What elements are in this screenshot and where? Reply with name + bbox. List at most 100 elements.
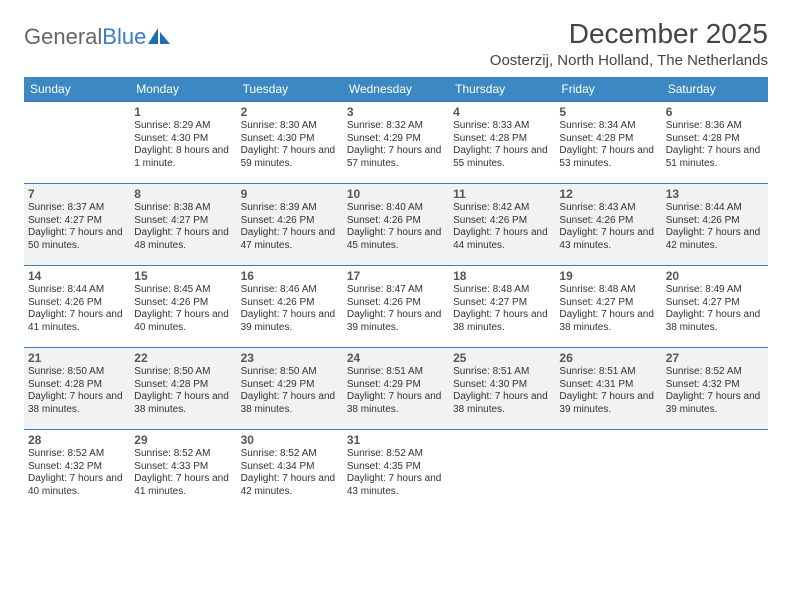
- day-cell: 1Sunrise: 8:29 AMSunset: 4:30 PMDaylight…: [130, 102, 236, 184]
- day-header-row: SundayMondayTuesdayWednesdayThursdayFrid…: [24, 77, 768, 102]
- week-row: 14Sunrise: 8:44 AMSunset: 4:26 PMDayligh…: [24, 266, 768, 348]
- day-number: 28: [28, 433, 126, 447]
- sunset-line: Sunset: 4:35 PM: [347, 461, 445, 474]
- sunrise-line: Sunrise: 8:44 AM: [28, 284, 126, 297]
- sunrise-line: Sunrise: 8:44 AM: [666, 202, 764, 215]
- day-info: Sunrise: 8:43 AMSunset: 4:26 PMDaylight:…: [559, 202, 657, 252]
- day-cell: 26Sunrise: 8:51 AMSunset: 4:31 PMDayligh…: [555, 348, 661, 430]
- day-cell: 14Sunrise: 8:44 AMSunset: 4:26 PMDayligh…: [24, 266, 130, 348]
- daylight-line: Daylight: 7 hours and 41 minutes.: [134, 473, 232, 498]
- day-number: 5: [559, 105, 657, 119]
- day-info: Sunrise: 8:48 AMSunset: 4:27 PMDaylight:…: [559, 284, 657, 334]
- sunrise-line: Sunrise: 8:52 AM: [666, 366, 764, 379]
- day-header: Sunday: [24, 77, 130, 102]
- day-info: Sunrise: 8:52 AMSunset: 4:32 PMDaylight:…: [28, 448, 126, 498]
- sunset-line: Sunset: 4:27 PM: [666, 297, 764, 310]
- day-number: 9: [241, 187, 339, 201]
- sunset-line: Sunset: 4:26 PM: [134, 297, 232, 310]
- day-info: Sunrise: 8:30 AMSunset: 4:30 PMDaylight:…: [241, 120, 339, 170]
- daylight-line: Daylight: 7 hours and 38 minutes.: [347, 391, 445, 416]
- sunrise-line: Sunrise: 8:50 AM: [241, 366, 339, 379]
- sunset-line: Sunset: 4:34 PM: [241, 461, 339, 474]
- sunrise-line: Sunrise: 8:33 AM: [453, 120, 551, 133]
- daylight-line: Daylight: 7 hours and 44 minutes.: [453, 227, 551, 252]
- day-number: 14: [28, 269, 126, 283]
- day-cell: 23Sunrise: 8:50 AMSunset: 4:29 PMDayligh…: [237, 348, 343, 430]
- sunrise-line: Sunrise: 8:52 AM: [347, 448, 445, 461]
- day-info: Sunrise: 8:51 AMSunset: 4:31 PMDaylight:…: [559, 366, 657, 416]
- day-cell: 11Sunrise: 8:42 AMSunset: 4:26 PMDayligh…: [449, 184, 555, 266]
- logo-sail-icon: [148, 28, 172, 46]
- day-info: Sunrise: 8:52 AMSunset: 4:33 PMDaylight:…: [134, 448, 232, 498]
- daylight-line: Daylight: 7 hours and 50 minutes.: [28, 227, 126, 252]
- day-info: Sunrise: 8:38 AMSunset: 4:27 PMDaylight:…: [134, 202, 232, 252]
- day-cell: 4Sunrise: 8:33 AMSunset: 4:28 PMDaylight…: [449, 102, 555, 184]
- day-cell: 28Sunrise: 8:52 AMSunset: 4:32 PMDayligh…: [24, 430, 130, 512]
- daylight-line: Daylight: 7 hours and 40 minutes.: [28, 473, 126, 498]
- daylight-line: Daylight: 7 hours and 45 minutes.: [347, 227, 445, 252]
- daylight-line: Daylight: 7 hours and 39 minutes.: [241, 309, 339, 334]
- sunset-line: Sunset: 4:26 PM: [241, 297, 339, 310]
- sunrise-line: Sunrise: 8:47 AM: [347, 284, 445, 297]
- day-cell: [24, 102, 130, 184]
- day-number: 19: [559, 269, 657, 283]
- sunrise-line: Sunrise: 8:30 AM: [241, 120, 339, 133]
- sunset-line: Sunset: 4:33 PM: [134, 461, 232, 474]
- day-number: 15: [134, 269, 232, 283]
- day-info: Sunrise: 8:32 AMSunset: 4:29 PMDaylight:…: [347, 120, 445, 170]
- day-info: Sunrise: 8:48 AMSunset: 4:27 PMDaylight:…: [453, 284, 551, 334]
- day-number: 24: [347, 351, 445, 365]
- daylight-line: Daylight: 7 hours and 53 minutes.: [559, 145, 657, 170]
- day-number: 8: [134, 187, 232, 201]
- daylight-line: Daylight: 7 hours and 47 minutes.: [241, 227, 339, 252]
- title-block: December 2025 Oosterzij, North Holland, …: [490, 18, 768, 69]
- sunrise-line: Sunrise: 8:52 AM: [241, 448, 339, 461]
- day-cell: 10Sunrise: 8:40 AMSunset: 4:26 PMDayligh…: [343, 184, 449, 266]
- day-number: 26: [559, 351, 657, 365]
- sunrise-line: Sunrise: 8:52 AM: [134, 448, 232, 461]
- daylight-line: Daylight: 7 hours and 51 minutes.: [666, 145, 764, 170]
- location: Oosterzij, North Holland, The Netherland…: [490, 52, 768, 69]
- sunset-line: Sunset: 4:28 PM: [666, 133, 764, 146]
- sunrise-line: Sunrise: 8:46 AM: [241, 284, 339, 297]
- daylight-line: Daylight: 8 hours and 1 minute.: [134, 145, 232, 170]
- week-row: 21Sunrise: 8:50 AMSunset: 4:28 PMDayligh…: [24, 348, 768, 430]
- day-info: Sunrise: 8:51 AMSunset: 4:30 PMDaylight:…: [453, 366, 551, 416]
- daylight-line: Daylight: 7 hours and 41 minutes.: [28, 309, 126, 334]
- sunrise-line: Sunrise: 8:48 AM: [453, 284, 551, 297]
- day-number: 21: [28, 351, 126, 365]
- day-info: Sunrise: 8:33 AMSunset: 4:28 PMDaylight:…: [453, 120, 551, 170]
- sunrise-line: Sunrise: 8:51 AM: [453, 366, 551, 379]
- day-number: 25: [453, 351, 551, 365]
- header: GeneralBlue December 2025 Oosterzij, Nor…: [24, 18, 768, 69]
- sunset-line: Sunset: 4:29 PM: [347, 133, 445, 146]
- sunrise-line: Sunrise: 8:50 AM: [134, 366, 232, 379]
- day-cell: 27Sunrise: 8:52 AMSunset: 4:32 PMDayligh…: [662, 348, 768, 430]
- daylight-line: Daylight: 7 hours and 42 minutes.: [666, 227, 764, 252]
- day-cell: 20Sunrise: 8:49 AMSunset: 4:27 PMDayligh…: [662, 266, 768, 348]
- day-info: Sunrise: 8:51 AMSunset: 4:29 PMDaylight:…: [347, 366, 445, 416]
- day-number: 22: [134, 351, 232, 365]
- sunset-line: Sunset: 4:30 PM: [241, 133, 339, 146]
- day-info: Sunrise: 8:37 AMSunset: 4:27 PMDaylight:…: [28, 202, 126, 252]
- sunset-line: Sunset: 4:26 PM: [666, 215, 764, 228]
- calendar-table: SundayMondayTuesdayWednesdayThursdayFrid…: [24, 77, 768, 512]
- sunset-line: Sunset: 4:29 PM: [347, 379, 445, 392]
- day-cell: 21Sunrise: 8:50 AMSunset: 4:28 PMDayligh…: [24, 348, 130, 430]
- day-cell: 12Sunrise: 8:43 AMSunset: 4:26 PMDayligh…: [555, 184, 661, 266]
- sunrise-line: Sunrise: 8:38 AM: [134, 202, 232, 215]
- day-info: Sunrise: 8:47 AMSunset: 4:26 PMDaylight:…: [347, 284, 445, 334]
- sunset-line: Sunset: 4:32 PM: [28, 461, 126, 474]
- day-info: Sunrise: 8:39 AMSunset: 4:26 PMDaylight:…: [241, 202, 339, 252]
- sunrise-line: Sunrise: 8:52 AM: [28, 448, 126, 461]
- day-cell: [449, 430, 555, 512]
- day-cell: 30Sunrise: 8:52 AMSunset: 4:34 PMDayligh…: [237, 430, 343, 512]
- sunrise-line: Sunrise: 8:48 AM: [559, 284, 657, 297]
- logo-text-1: General: [24, 24, 102, 50]
- sunset-line: Sunset: 4:31 PM: [559, 379, 657, 392]
- day-number: 20: [666, 269, 764, 283]
- sunset-line: Sunset: 4:26 PM: [559, 215, 657, 228]
- day-cell: 24Sunrise: 8:51 AMSunset: 4:29 PMDayligh…: [343, 348, 449, 430]
- day-info: Sunrise: 8:44 AMSunset: 4:26 PMDaylight:…: [666, 202, 764, 252]
- day-cell: 15Sunrise: 8:45 AMSunset: 4:26 PMDayligh…: [130, 266, 236, 348]
